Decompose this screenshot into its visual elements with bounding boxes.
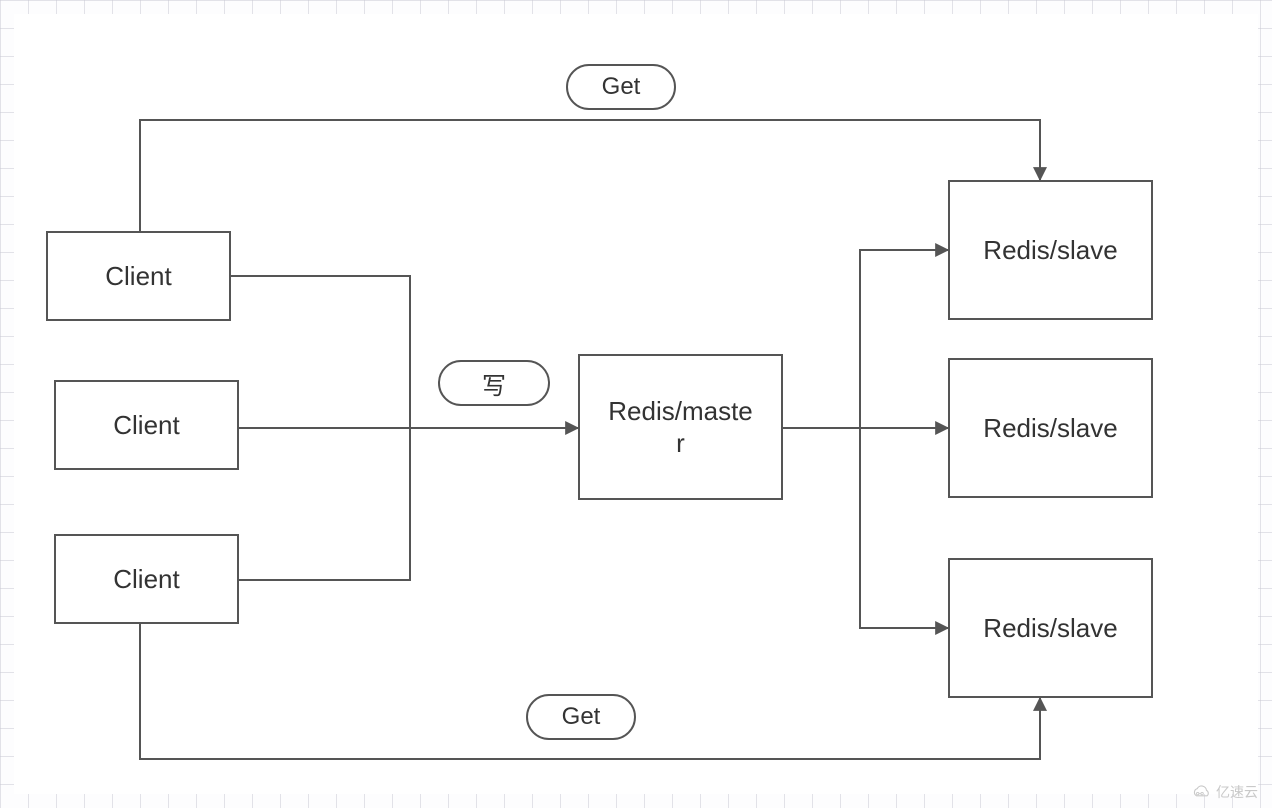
node-get-top: Get [566,64,676,110]
node-label: Client [113,564,179,595]
watermark-text: 亿速云 [1216,782,1258,802]
node-get-bottom: Get [526,694,636,740]
node-redis-slave-1: Redis/slave [948,180,1153,320]
node-client-3: Client [54,534,239,624]
edge-m-slave3 [860,428,948,628]
watermark: 亿速云 [1190,782,1258,802]
node-label: Get [562,703,601,731]
node-label: Redis/slave [983,235,1117,266]
node-label: 写 [482,366,506,401]
diagram-canvas: Client Client Client Redis/master Redis/… [0,0,1272,808]
node-label: Redis/master [606,395,755,460]
node-label: Client [113,410,179,441]
node-label: Redis/slave [983,613,1117,644]
node-label: Get [602,73,641,101]
node-redis-slave-2: Redis/slave [948,358,1153,498]
node-write: 写 [438,360,550,406]
node-client-2: Client [54,380,239,470]
node-redis-slave-3: Redis/slave [948,558,1153,698]
node-label: Redis/slave [983,413,1117,444]
edge-c1-join [231,276,410,428]
node-client-1: Client [46,231,231,321]
node-redis-master: Redis/master [578,354,783,500]
cloud-icon [1190,783,1212,801]
edge-m-slave1 [860,250,948,428]
edge-c3-join [239,428,410,580]
edge-c1-top-get [140,120,1040,231]
node-label: Client [105,261,171,292]
